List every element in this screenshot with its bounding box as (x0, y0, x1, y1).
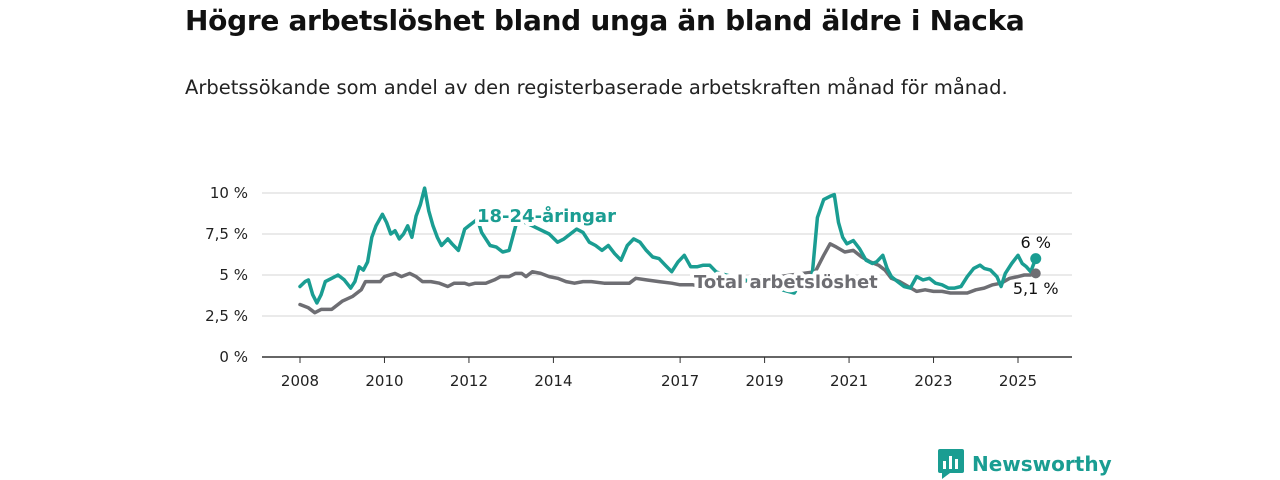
chart-subtitle: Arbetssökande som andel av den registerb… (185, 76, 1008, 99)
x-tick-label: 2019 (745, 372, 783, 390)
x-tick-label: 2021 (830, 372, 868, 390)
x-axis-ticks: 2008 2010 2012 2014 2017 2019 2021 2023 2025 (281, 357, 1037, 390)
grid-lines (262, 192, 1072, 358)
x-tick-label: 2025 (999, 372, 1037, 390)
end-label-18-24: 6 % (1021, 233, 1051, 252)
x-tick-label: 2023 (914, 372, 952, 390)
series-line-18-24 (298, 186, 1038, 305)
series-end-point-total (1030, 268, 1041, 279)
newsworthy-logo-icon (938, 449, 964, 479)
chart-title: Högre arbetslöshet bland unga än bland ä… (185, 4, 1025, 37)
series-label-18-24: 18-24-åringar (477, 205, 616, 227)
x-tick-label: 2012 (450, 372, 488, 390)
y-tick-label: 7,5 % (205, 225, 248, 243)
y-axis-ticks: 0 % 2,5 % 5 % 7,5 % 10 % (205, 184, 248, 366)
series-end-point-18-24 (1030, 253, 1042, 265)
series-line-total (298, 242, 1038, 315)
series-lines (298, 186, 1042, 315)
series-labels: 6 % 5,1 % 18-24-åringar Total arbetslöshet (473, 201, 1059, 298)
y-tick-label: 5 % (219, 266, 248, 284)
y-tick-label: 10 % (210, 184, 248, 202)
y-tick-label: 0 % (219, 348, 248, 366)
brand-name: Newsworthy (972, 452, 1112, 476)
x-tick-label: 2014 (534, 372, 572, 390)
y-tick-label: 2,5 % (205, 307, 248, 325)
series-label-total: Total arbetslöshet (694, 272, 878, 293)
x-tick-label: 2010 (365, 372, 403, 390)
x-tick-label: 2008 (281, 372, 319, 390)
x-tick-label: 2017 (661, 372, 699, 390)
end-label-total: 5,1 % (1013, 279, 1059, 298)
newsworthy-brand[interactable]: Newsworthy (938, 449, 1112, 479)
